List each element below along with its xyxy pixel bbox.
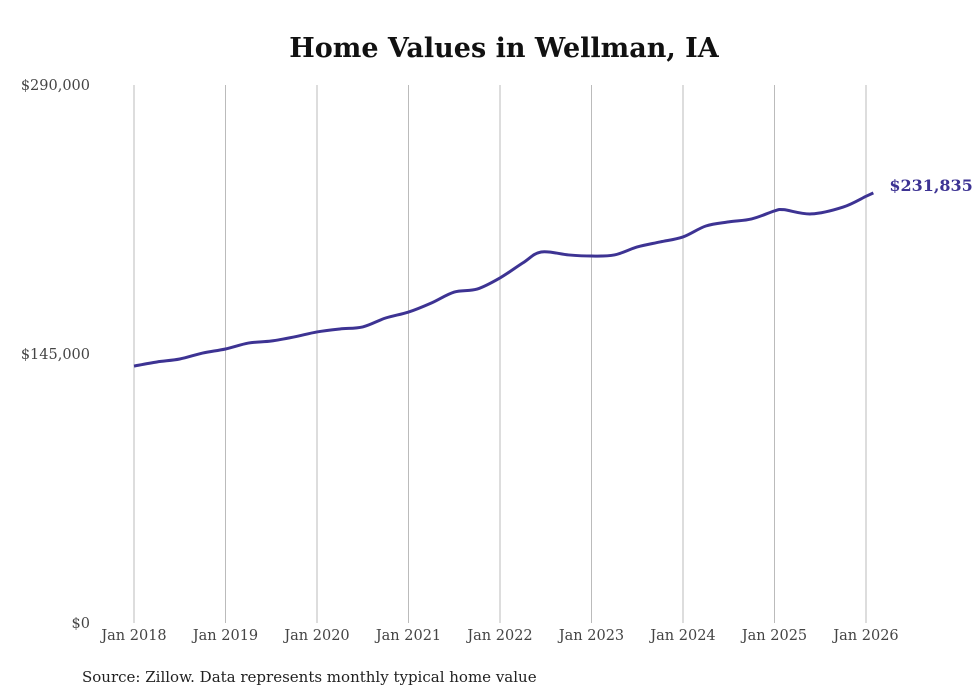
- source-note: Source: Zillow. Data represents monthly …: [82, 668, 537, 686]
- x-tick-label: Jan 2024: [648, 628, 715, 644]
- x-tick-label: Jan 2023: [557, 628, 624, 644]
- y-tick-label: $145,000: [21, 347, 90, 363]
- x-tick-label: Jan 2022: [465, 628, 532, 644]
- x-tick-label: Jan 2021: [374, 628, 441, 644]
- x-tick-label: Jan 2026: [831, 628, 898, 644]
- series-line: [133, 191, 874, 368]
- end-value-label: $231,835: [889, 176, 973, 195]
- y-tick-label: $0: [72, 616, 90, 632]
- x-tick-label: Jan 2020: [282, 628, 349, 644]
- y-tick-label: $290,000: [21, 78, 90, 94]
- x-tick-label: Jan 2025: [740, 628, 807, 644]
- chart-title: Home Values in Wellman, IA: [289, 33, 719, 64]
- x-tick-label: Jan 2019: [191, 628, 258, 644]
- x-tick-label: Jan 2018: [99, 628, 166, 644]
